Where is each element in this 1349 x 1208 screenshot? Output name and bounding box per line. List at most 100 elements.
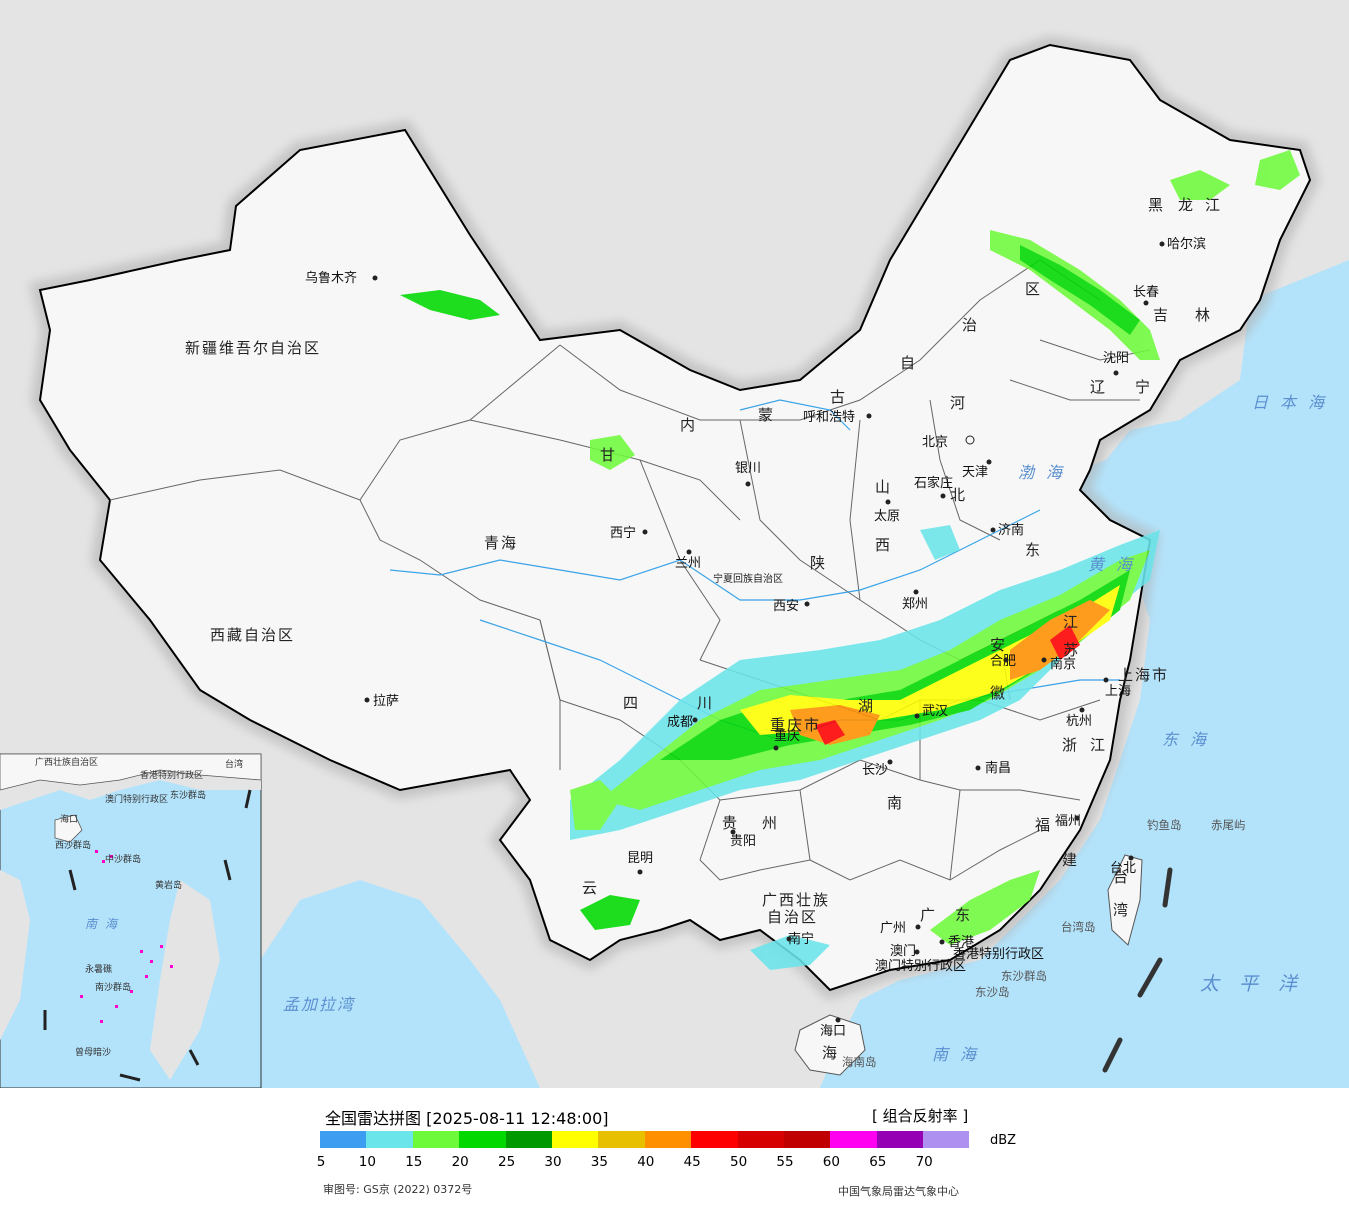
inset-haikou: 海口 xyxy=(60,813,78,825)
inset-yongshu: 永暑礁 xyxy=(85,963,112,975)
inset-xisha: 西沙群岛 xyxy=(55,839,91,851)
label-yun: 云 xyxy=(582,879,599,897)
color-swatch-60 xyxy=(830,1131,877,1148)
ocean xyxy=(820,360,1349,1088)
color-swatch-35 xyxy=(598,1131,645,1148)
sea-japan: 日本海 xyxy=(1252,393,1336,412)
hainan-island xyxy=(794,1014,866,1076)
label-liao: 辽 xyxy=(1090,378,1107,396)
color-swatch-55 xyxy=(783,1131,831,1148)
color-swatch-25 xyxy=(505,1131,552,1148)
city-shenyang: 沈阳 xyxy=(1103,351,1129,366)
color-swatch-50 xyxy=(737,1131,784,1148)
tick-label: 45 xyxy=(683,1154,701,1170)
city-kunming: 昆明 xyxy=(627,851,653,866)
label-su: 苏 xyxy=(1063,641,1080,659)
tick-label: 55 xyxy=(776,1154,794,1170)
label-ji: 吉 xyxy=(1153,306,1170,324)
island-dongsha: 东沙岛 xyxy=(975,985,1010,999)
tick-label: 70 xyxy=(915,1154,933,1170)
city-taipei: 台北 xyxy=(1110,861,1136,876)
label-shan: 山 xyxy=(875,478,892,496)
label-gan: 甘 xyxy=(600,446,617,464)
city-hongkong: 香港 xyxy=(948,935,974,950)
label-hainan-island: 海南岛 xyxy=(842,1055,877,1069)
city-changchun: 长春 xyxy=(1133,285,1159,300)
color-swatch-45 xyxy=(691,1131,738,1148)
city-beijing: 北京 xyxy=(922,435,948,450)
label-shanghai: 上海市 xyxy=(1118,666,1169,684)
tick-label: 65 xyxy=(869,1154,887,1170)
label-chuan: 川 xyxy=(697,694,714,712)
inset-macau: 澳门特别行政区 xyxy=(105,793,168,805)
tick-label: 20 xyxy=(451,1154,469,1170)
radar-mosaic-map: 新疆维吾尔自治区 西藏自治区 青海 甘 内 蒙 古 自 治 区 黑 龙 江 吉 … xyxy=(0,0,1349,1088)
island-dongsha-islands: 东沙群岛 xyxy=(1001,969,1047,983)
city-harbin: 哈尔滨 xyxy=(1167,236,1206,252)
inset-zhongsha: 中沙群岛 xyxy=(105,853,141,865)
taiwan-island xyxy=(1107,854,1143,946)
island-chiwei: 赤尾屿 xyxy=(1211,818,1246,832)
label-nan: 南 xyxy=(887,794,904,812)
city-guiyang: 贵阳 xyxy=(730,834,756,849)
inset-taiwan: 台湾 xyxy=(225,758,243,770)
color-swatch-30 xyxy=(551,1131,599,1148)
label-tai: 台 xyxy=(1113,868,1130,886)
color-swatch-10 xyxy=(366,1131,413,1148)
tick-label: 15 xyxy=(405,1154,423,1170)
legend-product: [ 组合反射率 ] xyxy=(872,1107,969,1125)
city-nanning: 南宁 xyxy=(788,931,814,947)
inset-guangxi: 广西壮族自治区 xyxy=(35,756,98,768)
label-hei: 黑 xyxy=(1148,196,1165,214)
color-swatch-5 xyxy=(320,1131,367,1148)
city-chongqing: 重庆 xyxy=(774,728,800,744)
city-labels: 乌鲁木齐 拉萨 西宁 兰州 银川 呼和浩特 北京 天津 石家庄 太原 济南 郑州… xyxy=(305,236,1206,1039)
label-lin: 林 xyxy=(1195,306,1212,324)
city-nanjing: 南京 xyxy=(1050,656,1076,672)
label-jiang: 江 xyxy=(1205,196,1222,214)
color-swatch-40 xyxy=(644,1131,692,1148)
city-shanghai: 上海 xyxy=(1105,684,1131,699)
city-jinan: 济南 xyxy=(998,522,1024,538)
city-urumqi: 乌鲁木齐 xyxy=(305,270,357,286)
island-diaoyu: 钓鱼岛 xyxy=(1147,818,1182,832)
label-shaan: 陕 xyxy=(810,554,827,572)
label-jiangsu-1: 江 xyxy=(1063,613,1080,631)
label-jiang-2: 江 xyxy=(1090,736,1107,754)
label-guangxi: 广西壮族 xyxy=(762,891,830,909)
inset-nansha: 南沙群岛 xyxy=(95,981,131,993)
legend-unit: dBZ xyxy=(990,1133,1017,1148)
label-xizang: 西藏自治区 xyxy=(210,626,295,644)
city-hefei: 合肥 xyxy=(990,654,1016,669)
china-mainland xyxy=(38,43,1312,992)
label-dong-2: 东 xyxy=(955,906,972,924)
color-swatch-70 xyxy=(923,1131,970,1148)
tick-label: 50 xyxy=(730,1154,748,1170)
label-long: 龙 xyxy=(1178,196,1195,214)
nine-dash-line xyxy=(1102,867,1173,1073)
inset-huangyan: 黄岩岛 xyxy=(155,879,182,891)
data-source: 中国气象局雷达气象中心 xyxy=(838,1185,959,1198)
inset-dongsha: 东沙群岛 xyxy=(170,789,206,801)
city-wuhan: 武汉 xyxy=(922,704,948,719)
label-wan: 湾 xyxy=(1113,901,1130,919)
color-scale-bar xyxy=(320,1131,970,1148)
label-fu: 福 xyxy=(1035,816,1052,834)
tick-label: 35 xyxy=(590,1154,608,1170)
city-fuzhou: 福州 xyxy=(1055,814,1081,829)
label-jian: 建 xyxy=(1062,851,1079,869)
city-yinchuan: 银川 xyxy=(735,461,761,476)
label-xi: 西 xyxy=(875,536,892,554)
inset-map: 广西壮族自治区 香港特别行政区 澳门特别行政区 台湾 西沙群岛 中沙群岛 黄岩岛… xyxy=(0,753,262,1088)
city-guangzhou: 广州 xyxy=(880,921,906,936)
tick-label: 30 xyxy=(544,1154,562,1170)
city-lanzhou: 兰州 xyxy=(675,556,701,571)
label-meng: 蒙 xyxy=(758,406,775,424)
tick-label: 60 xyxy=(822,1154,840,1170)
tick-label: 40 xyxy=(637,1154,655,1170)
label-ning: 宁 xyxy=(1135,378,1152,396)
city-tianjin: 天津 xyxy=(962,465,988,480)
city-lhasa: 拉萨 xyxy=(373,694,399,709)
approval-number: 审图号: GS京 (2022) 0372号 xyxy=(323,1183,473,1196)
label-zi: 自 xyxy=(900,354,917,372)
